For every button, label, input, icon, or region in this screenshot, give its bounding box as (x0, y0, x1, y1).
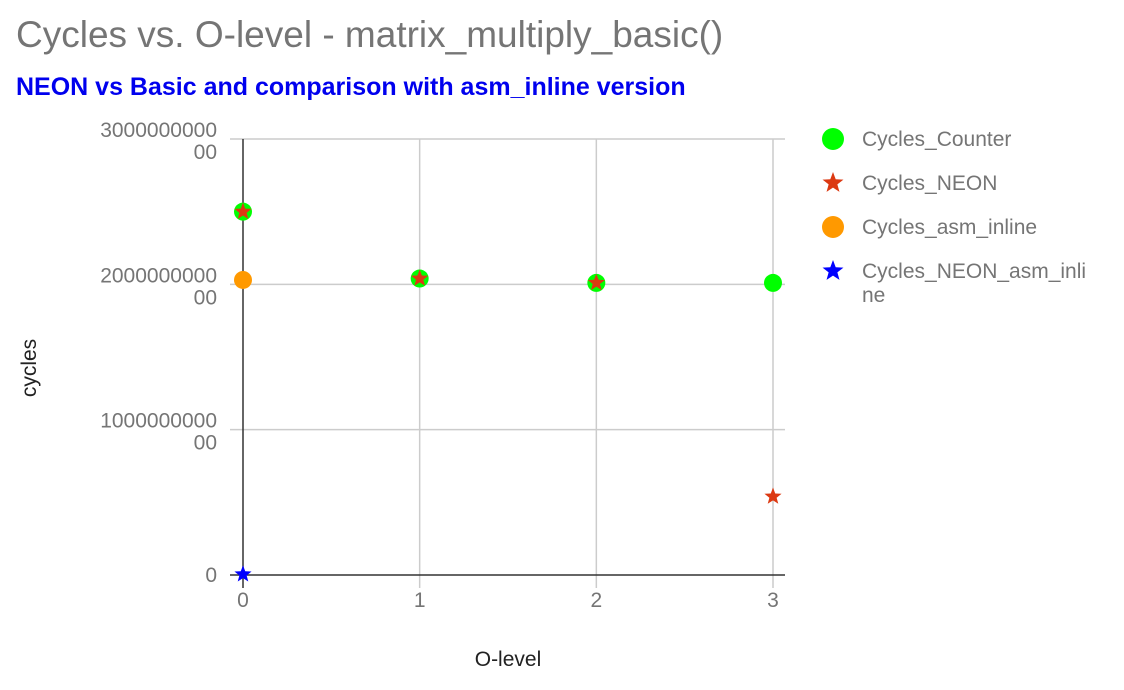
axes (230, 139, 785, 588)
series-cycles-neon (234, 202, 782, 504)
legend[interactable]: Cycles_Counter Cycles_NEON Cycles_asm_inli… (822, 128, 1086, 307)
legend-label: Cycles_asm_inline (862, 216, 1037, 239)
data-point (234, 202, 252, 219)
legend-label: Cycles_NEON_asm_inli ne (862, 260, 1086, 307)
legend-label: Cycles_NEON (862, 172, 997, 195)
data-points (234, 202, 782, 582)
y-tick-label: 1000000000 00 (100, 410, 217, 455)
data-point (587, 273, 605, 291)
data-point (234, 270, 252, 289)
y-axis-title: cycles (18, 339, 41, 397)
legend-marker (822, 216, 844, 238)
legend-item[interactable]: Cycles_NEON_asm_inli ne (822, 260, 1087, 307)
y-tick-label: 2000000000 00 (100, 264, 217, 309)
x-tick-label: 0 (237, 589, 249, 612)
series-cycles-counter (234, 202, 782, 292)
x-tick-label: 1 (414, 589, 426, 612)
x-tick-label: 3 (767, 589, 779, 612)
x-tick-label: 2 (590, 589, 602, 612)
y-tick-labels: 0 1000000000 00 2000000000 00 3000000000 00 (100, 119, 217, 587)
series-cycles-neon-asm-inline (234, 565, 252, 582)
data-point (764, 273, 782, 292)
y-tick-label: 3000000000 00 (100, 119, 217, 164)
legend-item[interactable]: Cycles_asm_inline (822, 216, 1037, 239)
y-tick-label: 0 (205, 564, 217, 587)
data-point (234, 565, 252, 582)
data-point (411, 269, 429, 286)
legend-label: Cycles_Counter (862, 128, 1011, 151)
legend-marker (822, 172, 844, 192)
data-point (764, 487, 782, 504)
legend-item[interactable]: Cycles_Counter (822, 128, 1011, 151)
x-tick-labels: 0 1 2 3 (237, 589, 779, 612)
legend-marker (822, 128, 844, 150)
gridlines (230, 138, 785, 588)
chart-subtitle: NEON vs Basic and comparison with asm_in… (16, 73, 686, 101)
legend-marker (822, 260, 844, 280)
x-axis-title: O-level (475, 648, 542, 671)
series-cycles-asm-inline (234, 270, 252, 289)
chart-title: Cycles vs. O-level - matrix_multiply_bas… (16, 14, 724, 55)
legend-item[interactable]: Cycles_NEON (822, 172, 998, 195)
